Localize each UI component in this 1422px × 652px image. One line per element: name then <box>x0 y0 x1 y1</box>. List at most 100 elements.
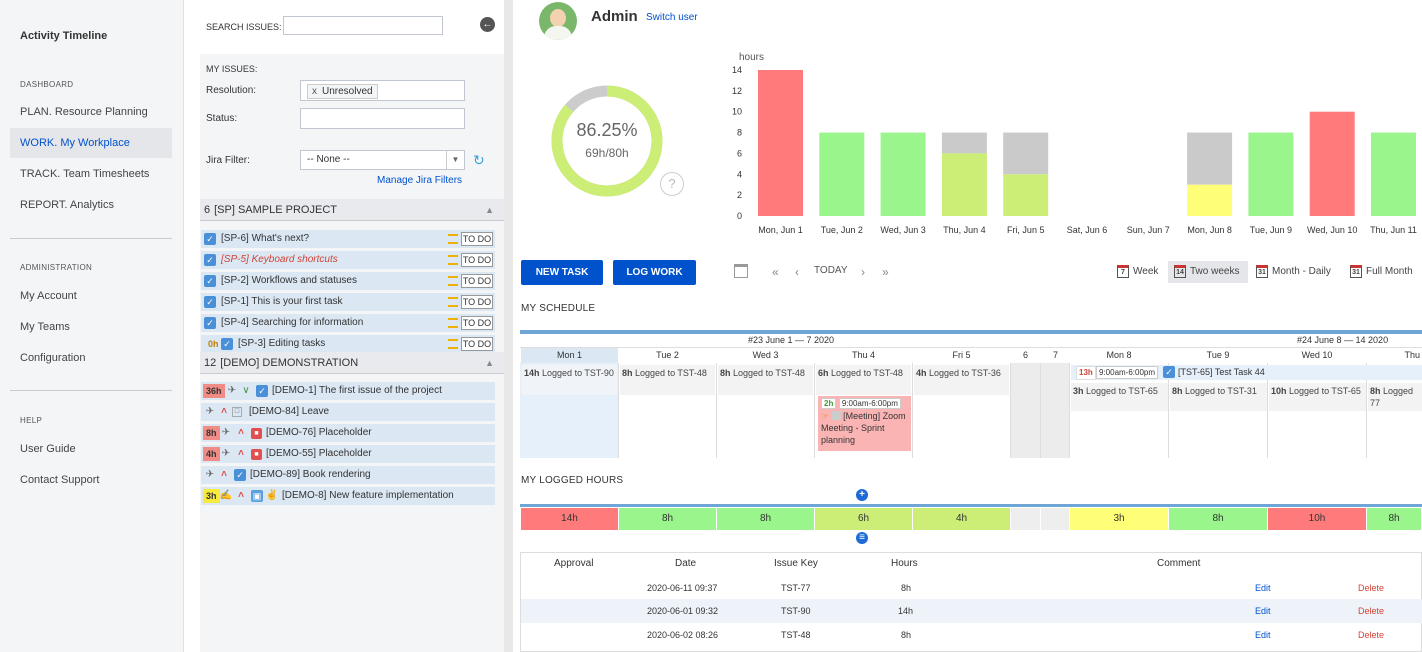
nav-item-work[interactable]: WORK. My Workplace <box>10 128 172 158</box>
hours-badge: 4h <box>203 447 220 461</box>
cell-issue[interactable]: TST-48 <box>781 630 811 640</box>
group-header-sp[interactable]: 6 [SP] SAMPLE PROJECT ▲ <box>200 199 504 221</box>
y-axis-label: hours <box>739 52 764 63</box>
logged-hours-cell[interactable]: 6h <box>815 508 912 530</box>
task-event[interactable]: 13h 9:00am-6:00pm ✓ [TST-65] Test Task 4… <box>1071 365 1422 380</box>
issue-row[interactable]: 0h ✓ [SP-3] Editing tasks TO DO <box>201 335 495 353</box>
manage-filters-link[interactable]: Manage Jira Filters <box>377 175 463 186</box>
view-full-month-button[interactable]: 31 Full Month <box>1344 261 1422 283</box>
log-entry[interactable]: 8h Logged to TST-31 <box>1170 383 1267 411</box>
log-entry[interactable]: 8h Logged 77 <box>1368 383 1422 411</box>
resolution-chip: x Unresolved <box>307 84 378 99</box>
status-badge: TO DO <box>461 295 493 309</box>
logged-hours-cell[interactable]: 10h <box>1268 508 1366 530</box>
utilization-percent: 86.25% <box>576 120 638 140</box>
pin-icon: ☞ <box>821 411 830 421</box>
logged-hours-cell[interactable]: 8h <box>619 508 716 530</box>
cell-issue[interactable]: TST-90 <box>781 606 811 616</box>
nav-item-report[interactable]: REPORT. Analytics <box>20 199 114 211</box>
issue-row[interactable]: 8h ✈ ˄ ■ [DEMO-76] Placeholder <box>201 424 495 442</box>
chip-remove-icon[interactable]: x <box>312 86 317 97</box>
jira-filter-select[interactable]: -- None -- ▼ <box>300 150 465 170</box>
assignee-icon: ✍ <box>219 490 233 501</box>
switch-user-link[interactable]: Switch user <box>646 12 698 23</box>
new-task-button[interactable]: NEW TASK <box>521 260 603 285</box>
logged-hours-title: MY LOGGED HOURS <box>521 475 624 486</box>
logged-hours-cell[interactable]: 4h <box>913 508 1010 530</box>
bar <box>1371 132 1416 216</box>
nav-item-track[interactable]: TRACK. Team Timesheets <box>20 168 150 180</box>
sort-icon[interactable]: ▲ <box>485 358 494 368</box>
issue-row[interactable]: ✓ [SP-4] Searching for information TO DO <box>201 314 495 332</box>
issue-row[interactable]: 3h ✍ ˄ ▣ ✌ [DEMO-8] New feature implemen… <box>201 487 495 505</box>
logged-hours-cell[interactable] <box>1011 508 1040 530</box>
search-input[interactable] <box>283 16 443 35</box>
day-column[interactable] <box>1041 363 1070 458</box>
log-entry[interactable]: 8h Logged to TST-48 <box>620 365 715 395</box>
cell-date: 2020-06-11 09:37 <box>647 583 718 593</box>
log-entry[interactable]: 4h Logged to TST-36 <box>914 365 1009 395</box>
refresh-icon[interactable]: ↻ <box>473 152 485 168</box>
filter-value: -- None -- <box>307 154 350 165</box>
logged-hours-cell[interactable] <box>1041 508 1069 530</box>
prev-icon[interactable]: ‹ <box>795 265 799 279</box>
issue-title: [DEMO-76] Placeholder <box>266 427 372 438</box>
collapse-icon[interactable]: ≡ <box>856 532 868 544</box>
log-entry[interactable]: 10h Logged to TST-65 <box>1269 383 1366 411</box>
issue-row[interactable]: 4h ✈ ˄ ■ [DEMO-55] Placeholder <box>201 445 495 463</box>
logged-hours-cell[interactable]: 8h <box>1367 508 1421 530</box>
cell-hours: 8h <box>901 630 912 640</box>
view-month-daily-button[interactable]: 31 Month - Daily <box>1250 261 1342 283</box>
issue-row[interactable]: ✈ ˄ ✓ [DEMO-89] Book rendering <box>201 466 495 484</box>
next-icon[interactable]: › <box>861 265 865 279</box>
collapse-panel-icon[interactable]: ← <box>480 17 495 32</box>
expand-icon[interactable]: + <box>856 489 868 501</box>
today-button[interactable]: TODAY <box>814 265 848 276</box>
week-label: #24 June 8 — 14 2020 <box>1297 335 1389 345</box>
status-field[interactable] <box>300 108 465 129</box>
nav-item-configuration[interactable]: Configuration <box>20 352 86 364</box>
log-work-button[interactable]: LOG WORK <box>613 260 696 285</box>
cell-issue[interactable]: TST-77 <box>781 583 811 593</box>
nav-item-contact-support[interactable]: Contact Support <box>20 474 100 486</box>
edit-link[interactable]: Edit <box>1255 606 1271 616</box>
logged-hours-cell[interactable]: 8h <box>717 508 814 530</box>
panel-splitter[interactable] <box>504 0 513 652</box>
nav-item-plan[interactable]: PLAN. Resource Planning <box>20 106 148 118</box>
log-entry[interactable]: 3h Logged to TST-65 <box>1071 383 1168 411</box>
delete-link[interactable]: Delete <box>1358 606 1385 616</box>
log-entry[interactable]: 14h Logged to TST-90 <box>522 365 617 395</box>
issue-row[interactable]: ✓ [SP-6] What's next? TO DO <box>201 230 495 248</box>
sort-icon[interactable]: ▲ <box>485 205 494 215</box>
priority-medium-icon <box>448 276 458 286</box>
log-entry[interactable]: 6h Logged to TST-48 <box>816 365 911 395</box>
edit-link[interactable]: Edit <box>1255 630 1271 640</box>
issue-row[interactable]: ✓ [SP-1] This is your first task TO DO <box>201 293 495 311</box>
resolution-field[interactable]: x Unresolved <box>300 80 465 101</box>
issue-row[interactable]: ✓ [SP-2] Workflows and statuses TO DO <box>201 272 495 290</box>
nav-item-user-guide[interactable]: User Guide <box>20 443 76 455</box>
view-two-weeks-button[interactable]: 14 Two weeks <box>1168 261 1248 283</box>
help-icon[interactable]: ? <box>660 172 684 196</box>
group-header-demo[interactable]: 12 [DEMO] DEMONSTRATION ▲ <box>200 352 504 374</box>
issue-row[interactable]: ✈ ˄ □ [DEMO-84] Leave <box>201 403 495 421</box>
view-week-button[interactable]: 7 Week <box>1111 261 1167 283</box>
first-page-icon[interactable]: « <box>772 265 779 279</box>
day-header: Thu <box>1404 350 1420 360</box>
log-entry[interactable]: 8h Logged to TST-48 <box>718 365 813 395</box>
task-type-icon: ✓ <box>204 254 216 266</box>
calendar-icon[interactable] <box>734 264 748 278</box>
issue-row[interactable]: 36h ✈ ∨ ✓ [DEMO-1] The first issue of th… <box>201 382 495 400</box>
nav-item-my-teams[interactable]: My Teams <box>20 321 70 333</box>
logged-hours-cell[interactable]: 8h <box>1169 508 1267 530</box>
issue-row[interactable]: ✓ [SP-5] Keyboard shortcuts TO DO <box>201 251 495 269</box>
logged-hours-cell[interactable]: 3h <box>1070 508 1168 530</box>
edit-link[interactable]: Edit <box>1255 583 1271 593</box>
nav-item-my-account[interactable]: My Account <box>20 290 77 302</box>
delete-link[interactable]: Delete <box>1358 583 1385 593</box>
logged-hours-cell[interactable]: 14h <box>521 508 618 530</box>
meeting-event[interactable]: 2h 9:00am-6:00pm ☞ [Meeting] Zoom Meetin… <box>818 396 911 451</box>
last-page-icon[interactable]: » <box>882 265 889 279</box>
delete-link[interactable]: Delete <box>1358 630 1385 640</box>
day-column[interactable] <box>1011 363 1041 458</box>
